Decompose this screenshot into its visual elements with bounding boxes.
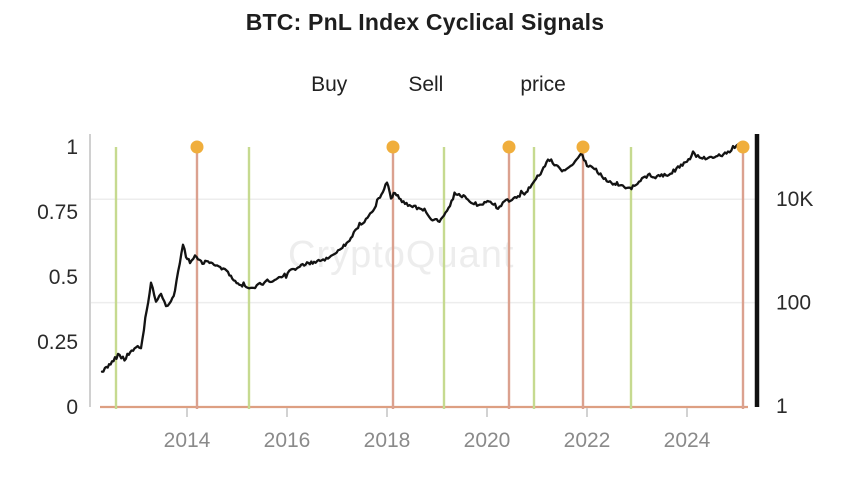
legend-item-sell[interactable]: Sell [381,73,443,97]
chart-title: BTC: PnL Index Cyclical Signals [245,9,605,35]
right-axis-label: 100 [776,292,811,315]
sell-signal-dot [736,140,750,154]
sell-signal-dot [576,140,590,154]
x-axis-label: 2022 [564,429,611,452]
x-axis-label: 2016 [264,429,311,452]
legend-buy-label: Buy [311,73,348,96]
x-axis-label: 2018 [364,429,411,452]
x-axis-label: 2014 [164,429,211,452]
legend-item-buy[interactable]: Buy [284,73,347,97]
x-axis-label: 2020 [464,429,511,452]
sell-signal-dot [190,140,204,154]
watermark: CryptoQuant [288,234,515,276]
legend: Buy Sell price [0,71,850,99]
legend-sell-label: Sell [408,73,444,96]
left-axis-label: 0.5 [49,266,78,289]
left-axis-label: 0 [66,396,78,419]
right-axis-label: 1 [776,395,788,418]
legend-item-price[interactable]: price [477,73,566,97]
sell-signal-dot [386,140,400,154]
right-axis-label: 10K [776,188,813,211]
sell-signal-dot [502,140,516,154]
left-axis-label: 0.25 [37,331,78,354]
left-axis-label: 1 [66,136,78,159]
price-line [100,141,745,373]
legend-price-label: price [520,73,566,96]
x-axis-label: 2024 [664,429,711,452]
left-axis-label: 0.75 [37,201,78,224]
